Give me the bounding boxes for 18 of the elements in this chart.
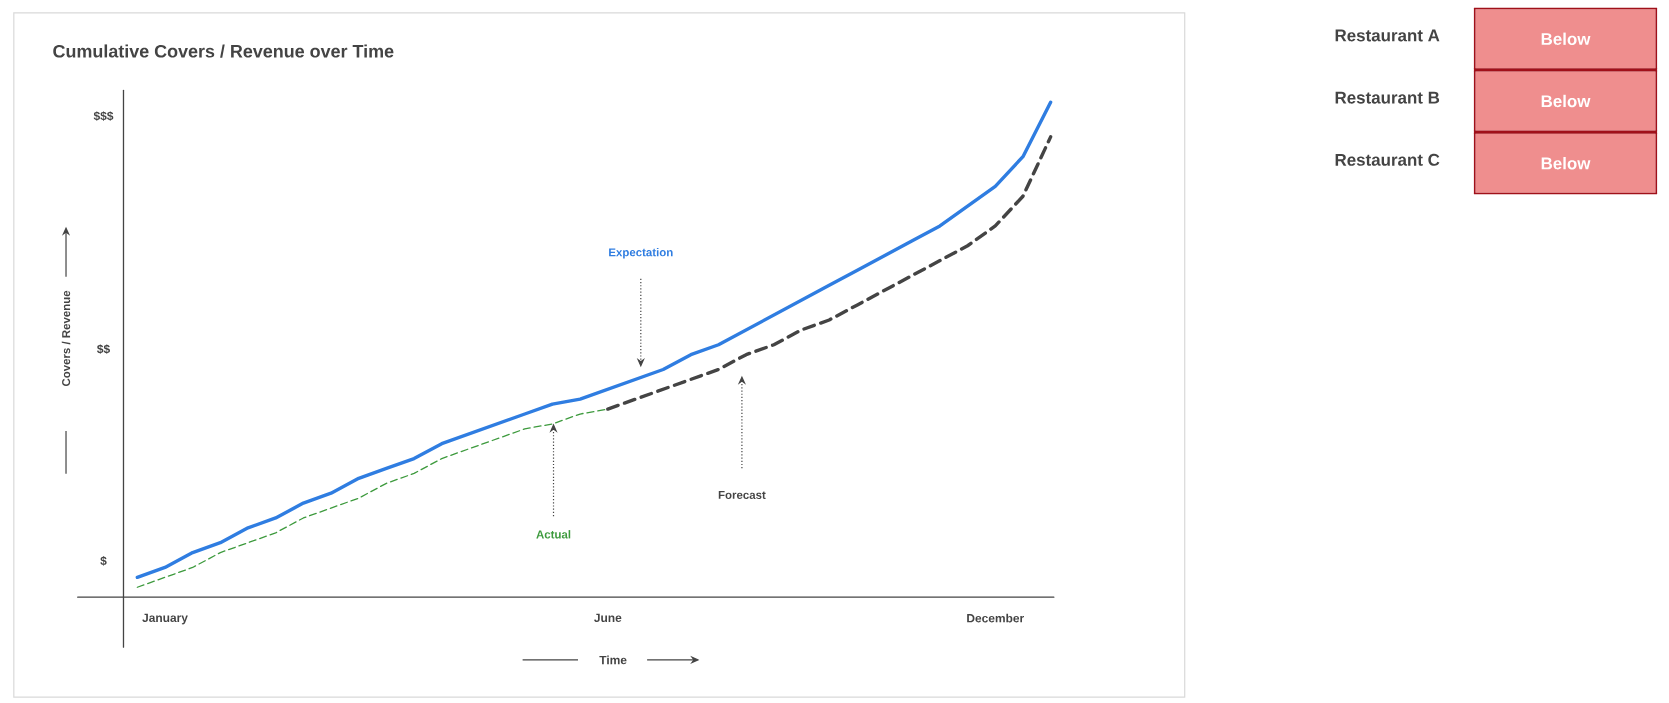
x-tick-label: June	[594, 613, 622, 622]
text: Below	[1541, 94, 1591, 108]
text: Actual	[536, 530, 571, 539]
text: $	[100, 556, 107, 566]
text: $$	[96, 344, 110, 355]
text: Below	[1541, 32, 1591, 46]
chart-title: Cumulative Covers / Revenue over Time	[53, 44, 394, 58]
x-tick-label: December	[967, 613, 1024, 623]
category-label: Restaurant A	[1335, 29, 1440, 42]
x-tick-label: January	[142, 613, 188, 625]
text: Forecast	[718, 491, 766, 499]
category-label: Restaurant B	[1335, 91, 1440, 104]
x-axis-title: Time	[599, 655, 627, 665]
text: Below	[1541, 156, 1591, 170]
text: Expectation	[609, 247, 673, 259]
y-axis-title: Covers / Revenue	[61, 290, 71, 387]
category-label: Restaurant C	[1335, 153, 1440, 166]
text: $$$	[93, 111, 114, 121]
